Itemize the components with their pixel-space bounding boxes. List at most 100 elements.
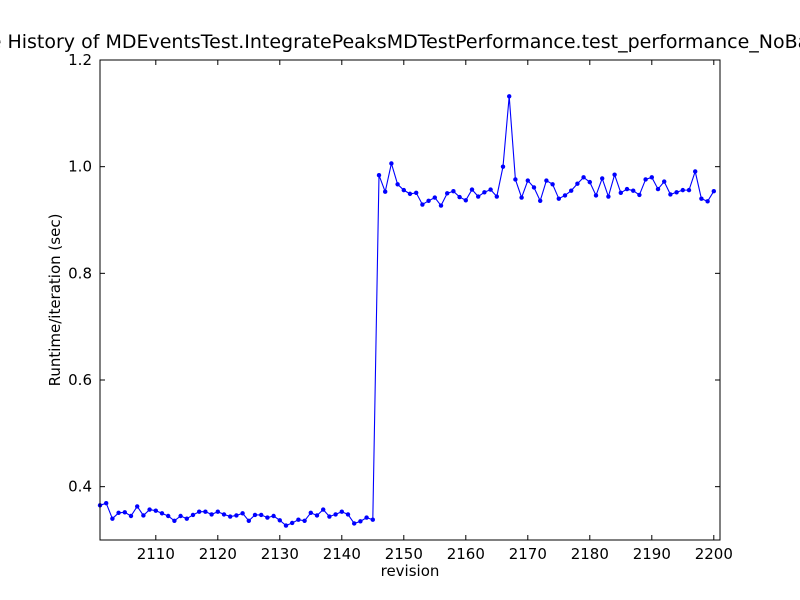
data-point [668,192,673,197]
data-point [711,189,716,194]
data-point [600,176,605,181]
data-point [389,161,394,166]
data-point [128,513,134,519]
data-point [420,202,425,207]
data-point [110,516,115,521]
data-point [438,203,444,208]
data-point [643,177,648,182]
data-point [476,194,481,199]
data-point [141,513,146,518]
data-point [314,513,320,518]
x-tick-label: 2160 [447,545,485,563]
data-point [624,186,630,192]
data-point [482,190,487,195]
data-point [705,199,710,204]
data-point [414,190,419,195]
y-tick-label: 0.8 [68,264,92,282]
plot-frame [99,59,721,541]
data-point [302,518,307,523]
data-point [544,178,549,183]
data-point [104,501,109,506]
data-point [370,517,375,522]
data-point [463,198,468,203]
x-tick-label: 2130 [261,545,299,563]
data-point [364,515,369,520]
data-point [507,94,512,99]
data-point [209,512,214,517]
data-point [494,194,499,199]
x-tick-label: 2110 [137,545,175,563]
data-point [513,177,518,182]
data-point [531,185,537,190]
data-point [525,178,530,183]
data-point [339,509,344,514]
data-point [271,513,276,519]
data-point [662,179,667,184]
data-point [556,196,561,201]
x-tick-label: 2140 [323,545,361,563]
data-point [321,507,326,512]
y-tick-label: 0.6 [68,371,92,389]
data-point [488,187,493,192]
data-point [246,518,251,523]
y-axis-ticks: 0.4 0.6 0.8 1.0 1.2 [68,51,720,496]
data-point [345,512,351,517]
data-point [655,186,661,192]
plot-area: 2110 2120 2130 2140 2150 2160 2170 2180 2190 2200… [68,51,733,563]
data-point [500,164,506,169]
x-tick-label: 2150 [385,545,423,563]
data-point [637,192,642,198]
data-point [519,195,524,200]
plot-background [100,60,720,540]
data-point [228,514,233,519]
chart-title: Runtime History of MDEventsTest.Integrat… [0,31,800,53]
y-tick-label: 1.0 [68,158,92,176]
data-point [451,189,456,194]
data-point [234,513,239,518]
data-point [686,187,692,193]
x-tick-label: 2180 [571,545,609,563]
data-point [172,518,177,523]
data-point [122,510,128,515]
data-point [159,511,165,516]
data-point [166,513,171,519]
data-point [538,198,543,203]
data-point [153,508,158,513]
data-point [296,517,301,522]
data-point [290,520,295,526]
data-point [562,193,568,198]
data-point [178,513,183,519]
x-tick-label: 2120 [199,545,237,563]
data-point [333,512,338,517]
data-point [135,504,140,509]
y-tick-label: 0.4 [68,478,92,496]
data-point [587,179,592,185]
data-point [457,194,462,200]
data-point [674,190,679,195]
data-point [593,193,599,198]
data-point [221,512,227,517]
data-point [612,172,617,177]
data-point [606,194,611,199]
x-axis-ticks: 2110 2120 2130 2140 2150 2160 2170 2180 2190 2200 [137,60,733,563]
x-tick-label: 2170 [509,545,547,563]
data-point [259,512,264,518]
data-point [469,187,475,192]
data-point [445,191,450,196]
data-point [252,512,258,518]
data-point [376,173,382,178]
data-point [395,182,400,187]
data-point [283,523,289,528]
data-point [401,187,406,193]
data-point [190,512,196,518]
data-point [184,516,189,521]
data-point [631,188,636,193]
data-point [197,509,202,514]
data-point [407,191,413,197]
data-point [116,510,121,515]
data-point [383,189,388,194]
data-point [426,198,431,203]
x-axis-label: revision [381,562,440,580]
data-point [327,514,332,519]
